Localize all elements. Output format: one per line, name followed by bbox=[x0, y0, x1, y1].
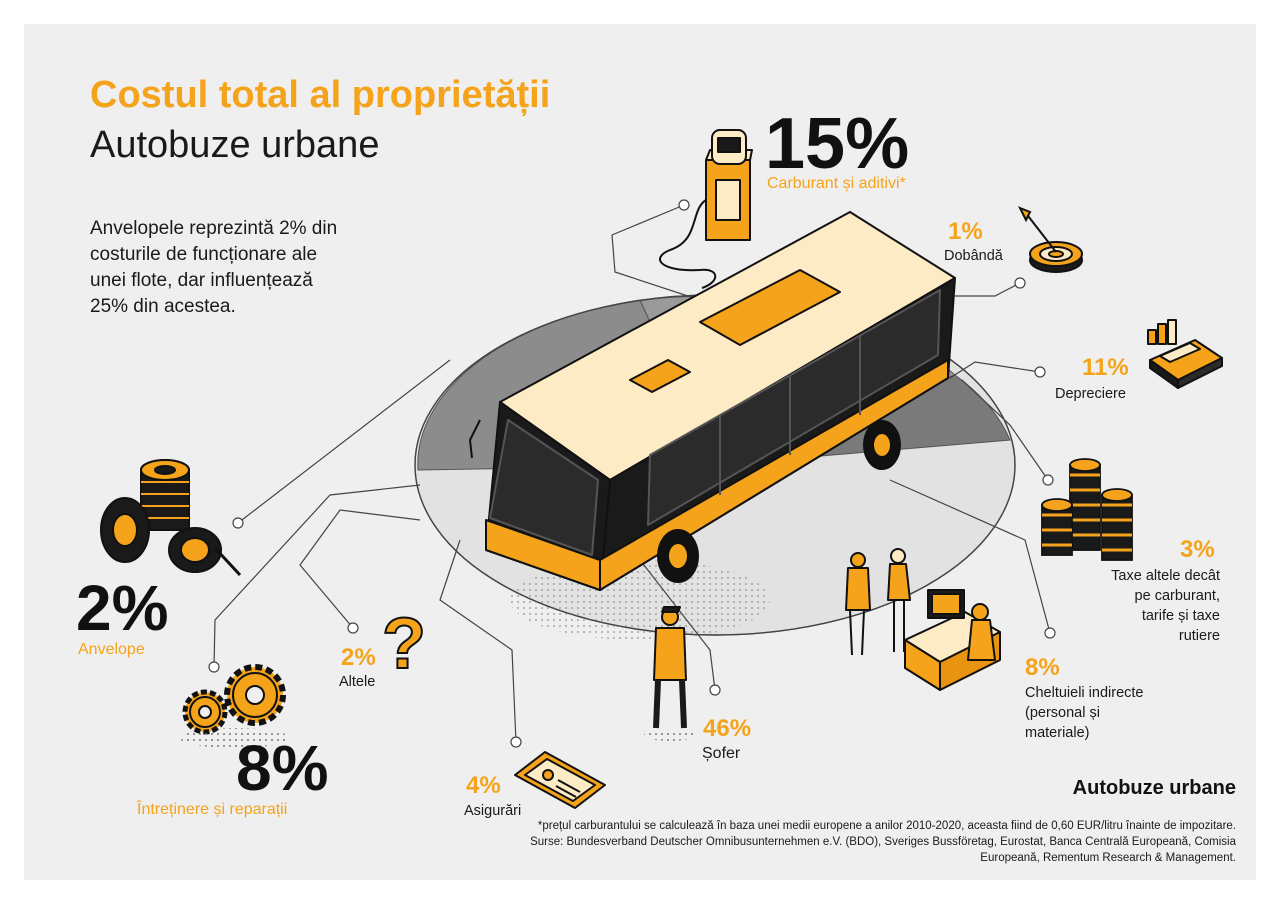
taxes-label: Taxe altele decât pe carburant, tarife ș… bbox=[1111, 566, 1220, 646]
driver-value: 46% bbox=[703, 715, 752, 742]
sources-line: Europeană, Rementum Research & Managemen… bbox=[980, 852, 1236, 864]
tyres-label: Anvelope bbox=[78, 641, 145, 658]
depreciation-label: Depreciere bbox=[1055, 386, 1126, 402]
depreciation-value: 11% bbox=[1082, 354, 1129, 381]
driver-icon bbox=[644, 606, 696, 741]
driver-label: Șofer bbox=[702, 745, 741, 762]
maintenance-value: 8% bbox=[236, 732, 329, 804]
footer-notes: *prețul carburantului se calculează în b… bbox=[516, 818, 1236, 866]
footer-title: Autobuze urbane bbox=[1072, 777, 1236, 799]
taxes-value: 3% bbox=[1180, 536, 1215, 563]
taxes-label-line: tarife și taxe bbox=[1141, 608, 1220, 624]
tyres-icon bbox=[100, 459, 242, 577]
overheads-value: 8% bbox=[1025, 654, 1060, 681]
fuel-label: Carburant și aditivi* bbox=[767, 175, 906, 192]
insurance-value: 4% bbox=[466, 772, 501, 799]
taxes-label-line: pe carburant, bbox=[1134, 588, 1220, 604]
overheads-label-line: (personal și bbox=[1025, 705, 1100, 721]
page-title: Costul total al proprietății bbox=[90, 74, 551, 116]
interest-value: 1% bbox=[948, 218, 983, 245]
question-mark-icon: ? bbox=[381, 603, 427, 685]
taxes-label-line: Taxe altele decât bbox=[1111, 568, 1220, 584]
fuel-value: 15% bbox=[765, 104, 910, 184]
coins-icon bbox=[1041, 458, 1133, 561]
gears-icon bbox=[180, 664, 290, 748]
tyres-value: 2% bbox=[76, 572, 169, 644]
other-value: 2% bbox=[341, 644, 376, 671]
svg-text:?: ? bbox=[382, 604, 426, 684]
overheads-label: Cheltuieli indirecte (personal și materi… bbox=[1025, 683, 1143, 743]
taxes-label-line: rutiere bbox=[1178, 628, 1220, 644]
other-label: Altele bbox=[339, 674, 376, 690]
page-subtitle: Autobuze urbane bbox=[90, 124, 380, 166]
maintenance-label: Întreținere și reparații bbox=[137, 801, 288, 818]
calculator-icon bbox=[1147, 319, 1223, 389]
intro-text: Anvelopele reprezintă 2% din costurile d… bbox=[90, 218, 338, 317]
bus-icon bbox=[469, 211, 956, 591]
footnote: *prețul carburantului se calculează în b… bbox=[537, 820, 1236, 832]
overheads-label-line: Cheltuieli indirecte bbox=[1025, 685, 1144, 701]
insurance-label: Asigurări bbox=[464, 803, 522, 819]
fuel-pump-icon bbox=[659, 129, 753, 289]
target-icon bbox=[1017, 206, 1083, 273]
sources-line: Surse: Bundesverband Deutscher Omnibusun… bbox=[530, 836, 1236, 848]
overheads-label-line: materiale) bbox=[1025, 725, 1090, 741]
connector-lines bbox=[208, 199, 1056, 748]
interest-label: Dobândă bbox=[944, 248, 1003, 264]
office-workers-icon bbox=[845, 548, 1001, 691]
insurance-document-icon bbox=[514, 751, 606, 809]
